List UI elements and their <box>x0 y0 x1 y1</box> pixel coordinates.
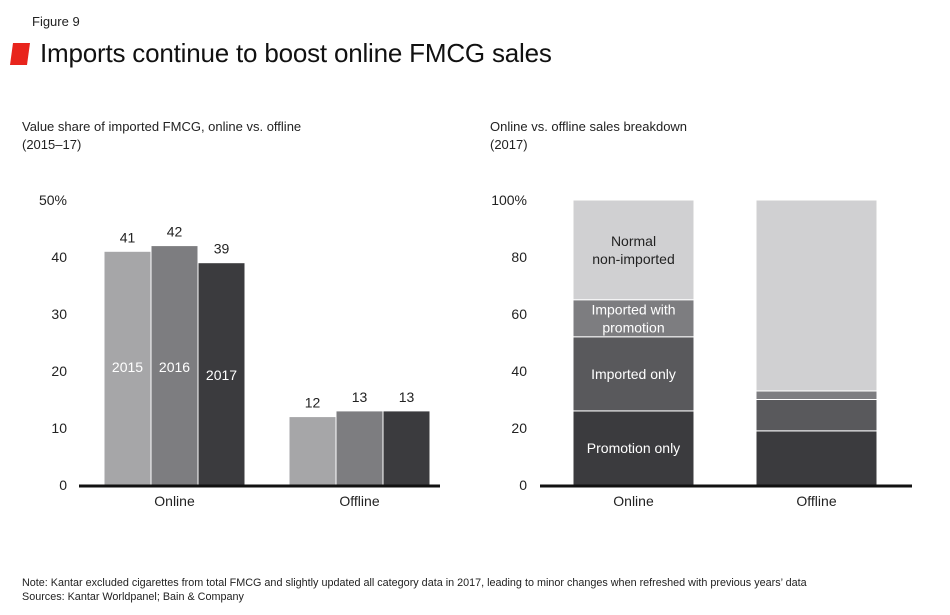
right-segment-label: promotion <box>602 319 664 335</box>
left-data-label: 12 <box>305 395 321 411</box>
right-segment-online-1 <box>572 410 695 486</box>
accent-shape <box>10 43 30 65</box>
left-data-label: 41 <box>120 229 136 245</box>
right-segment-offline-1 <box>755 430 878 486</box>
right-segment-label: non-imported <box>592 251 675 267</box>
left-bar-offline-2015 <box>288 416 337 486</box>
right-segment-label: Promotion only <box>587 440 680 456</box>
left-y-tick-label: 50% <box>39 192 67 208</box>
left-bar-offline-2016 <box>335 410 384 486</box>
left-data-label: 39 <box>214 241 230 257</box>
left-series-label-2016: 2016 <box>159 359 190 375</box>
left-x-category-label: Online <box>154 493 195 509</box>
left-bar-offline-2017 <box>382 410 431 486</box>
left-y-tick-label: 20 <box>51 363 67 379</box>
right-chart-heading: Online vs. offline sales breakdown (2017… <box>490 118 910 154</box>
right-y-tick-label: 40 <box>511 363 527 379</box>
right-segment-offline-4 <box>755 199 878 392</box>
left-chart-title: Value share of imported FMCG, online vs.… <box>22 119 302 134</box>
right-segment-label: Normal <box>611 233 656 249</box>
right-segment-offline-2 <box>755 399 878 432</box>
right-y-tick-label: 60 <box>511 306 527 322</box>
footnote-note: Note: Kantar excluded cigarettes from to… <box>22 577 807 589</box>
left-y-tick-label: 10 <box>51 420 67 436</box>
footnote-sources: Sources: Kantar Worldpanel; Bain & Compa… <box>22 591 244 603</box>
left-bar-online-2016 <box>150 245 199 486</box>
right-segment-online-3 <box>572 299 695 338</box>
left-bar-online-2017 <box>197 262 246 486</box>
left-data-label: 13 <box>352 389 368 405</box>
left-data-label: 42 <box>167 224 183 240</box>
right-segment-online-4 <box>572 199 695 301</box>
right-y-tick-label: 100% <box>491 192 527 208</box>
right-segment-offline-3 <box>755 390 878 401</box>
page-title: Imports continue to boost online FMCG sa… <box>40 38 552 68</box>
right-segment-label: Imported only <box>591 366 676 382</box>
right-chart-title: Online vs. offline sales breakdown <box>490 119 688 134</box>
right-x-category-label: Online <box>613 493 654 509</box>
left-y-tick-label: 30 <box>51 306 67 322</box>
right-y-tick-label: 80 <box>511 249 527 265</box>
left-y-tick-label: 40 <box>51 249 67 265</box>
accent-mark <box>10 43 30 65</box>
right-x-category-label: Offline <box>796 493 836 509</box>
right-chart-subtitle: (2017) <box>490 137 528 152</box>
right-y-tick-label: 0 <box>519 477 527 493</box>
left-x-category-label: Offline <box>339 493 379 509</box>
right-segment-label: Imported with <box>591 301 675 317</box>
left-series-label-2017: 2017 <box>206 367 237 383</box>
right-y-tick-label: 20 <box>511 420 527 436</box>
left-y-tick-label: 0 <box>59 477 67 493</box>
footnote: Note: Kantar excluded cigarettes from to… <box>22 576 807 604</box>
left-series-label-2015: 2015 <box>112 359 143 375</box>
left-bar-online-2015 <box>103 250 152 486</box>
right-segment-online-2 <box>572 336 695 412</box>
figure-label: Figure 9 <box>32 14 80 29</box>
left-chart-heading: Value share of imported FMCG, online vs.… <box>22 118 442 154</box>
left-chart-subtitle: (2015–17) <box>22 137 82 152</box>
left-data-label: 13 <box>399 389 415 405</box>
